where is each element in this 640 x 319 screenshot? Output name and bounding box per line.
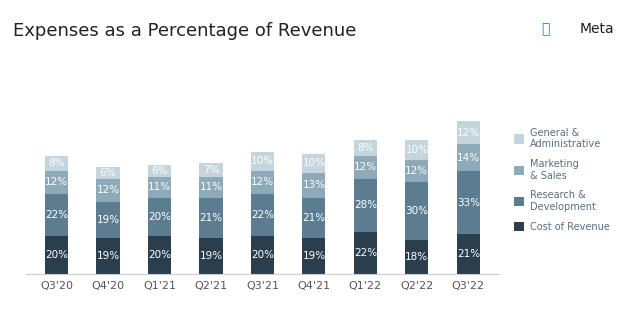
Bar	[251, 194, 274, 236]
Text: 12%: 12%	[354, 162, 377, 172]
Bar	[251, 152, 274, 171]
Bar	[302, 198, 326, 238]
Bar	[302, 173, 326, 198]
Text: 20%: 20%	[148, 250, 171, 260]
Bar	[302, 238, 326, 274]
Bar	[457, 144, 480, 171]
Bar	[45, 171, 68, 194]
Bar	[199, 238, 223, 274]
Bar	[251, 171, 274, 194]
Bar	[97, 167, 120, 179]
Text: 33%: 33%	[457, 197, 480, 208]
Text: 22%: 22%	[354, 248, 377, 258]
Text: ⧖: ⧖	[541, 22, 549, 36]
Text: 20%: 20%	[251, 250, 274, 260]
Text: Meta: Meta	[580, 22, 614, 36]
Bar	[148, 236, 171, 274]
Bar	[354, 232, 377, 274]
Bar	[97, 202, 120, 238]
Bar	[148, 165, 171, 177]
Legend: General &
Administrative, Marketing
& Sales, Research &
Development, Cost of Rev: General & Administrative, Marketing & Sa…	[513, 128, 610, 232]
Text: 10%: 10%	[405, 145, 428, 155]
Bar	[45, 194, 68, 236]
Text: 13%: 13%	[302, 180, 326, 190]
Bar	[97, 238, 120, 274]
Text: Expenses as a Percentage of Revenue: Expenses as a Percentage of Revenue	[13, 22, 356, 40]
Bar	[405, 160, 428, 182]
Text: 10%: 10%	[302, 158, 325, 168]
Text: 21%: 21%	[199, 213, 223, 223]
Bar	[302, 154, 326, 173]
Bar	[199, 198, 223, 238]
Bar	[354, 140, 377, 156]
Text: 19%: 19%	[199, 251, 223, 261]
Text: 6%: 6%	[100, 168, 116, 178]
Text: 8%: 8%	[48, 158, 65, 168]
Bar	[148, 198, 171, 236]
Bar	[354, 179, 377, 232]
Bar	[354, 156, 377, 179]
Text: 12%: 12%	[45, 177, 68, 188]
Bar	[405, 240, 428, 274]
Text: 22%: 22%	[251, 210, 274, 220]
Text: 22%: 22%	[45, 210, 68, 220]
Text: 12%: 12%	[457, 128, 480, 138]
Text: 30%: 30%	[405, 206, 428, 216]
Text: 21%: 21%	[302, 213, 326, 223]
Text: 11%: 11%	[148, 182, 171, 192]
Text: 8%: 8%	[357, 143, 374, 153]
Bar	[199, 163, 223, 177]
Text: 7%: 7%	[203, 165, 219, 175]
Bar	[457, 121, 480, 144]
Text: 20%: 20%	[45, 250, 68, 260]
Text: 11%: 11%	[199, 182, 223, 192]
Text: 14%: 14%	[457, 152, 480, 163]
Text: 10%: 10%	[251, 156, 274, 167]
Bar	[457, 234, 480, 274]
Text: 12%: 12%	[405, 166, 428, 176]
Bar	[45, 156, 68, 171]
Text: 19%: 19%	[97, 215, 120, 225]
Text: 19%: 19%	[302, 251, 326, 261]
Bar	[457, 171, 480, 234]
Text: 19%: 19%	[97, 251, 120, 261]
Text: 18%: 18%	[405, 252, 428, 262]
Text: 20%: 20%	[148, 212, 171, 222]
Text: 28%: 28%	[354, 200, 377, 211]
Bar	[97, 179, 120, 202]
Bar	[148, 177, 171, 198]
Text: 12%: 12%	[251, 177, 274, 188]
Bar	[405, 182, 428, 240]
Text: 6%: 6%	[151, 166, 168, 176]
Text: 12%: 12%	[97, 185, 120, 195]
Bar	[199, 177, 223, 198]
Text: 21%: 21%	[457, 249, 480, 259]
Bar	[45, 236, 68, 274]
Bar	[251, 236, 274, 274]
Bar	[405, 140, 428, 160]
